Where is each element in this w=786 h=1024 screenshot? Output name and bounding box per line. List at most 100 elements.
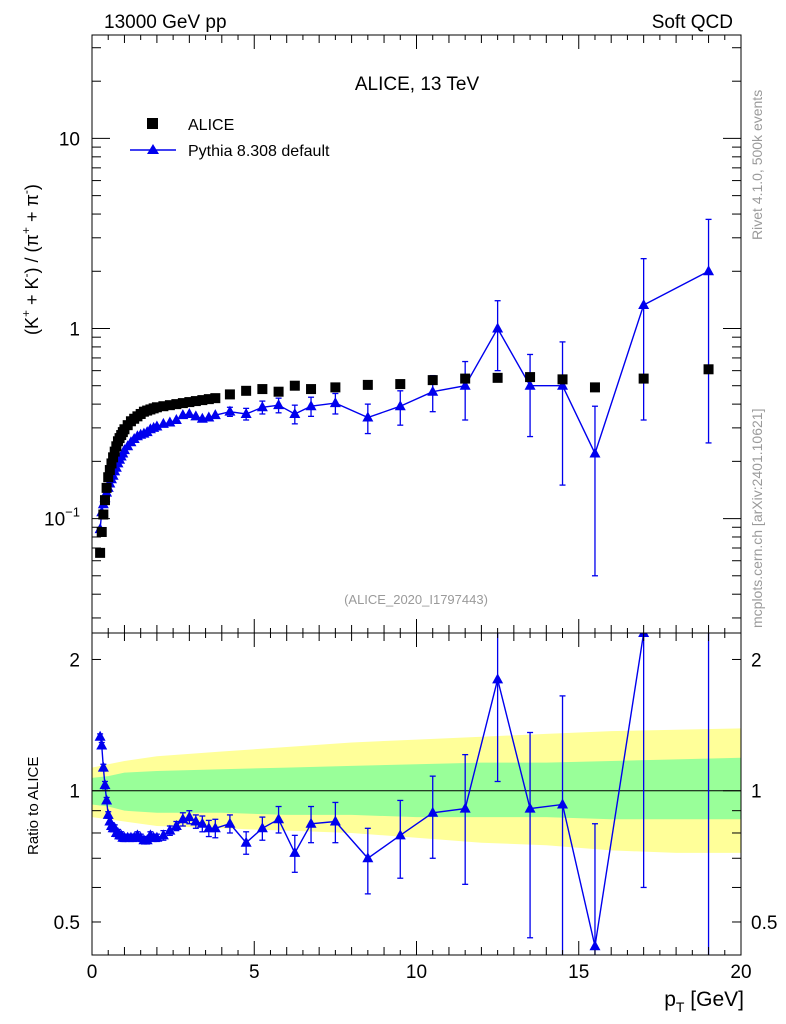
alice-point <box>492 372 503 383</box>
legend-pythia-label: Pythia 8.308 default <box>188 143 330 160</box>
ratio-point <box>99 779 111 790</box>
pythia-point <box>394 400 406 411</box>
ratio-point <box>183 811 195 822</box>
ratio-y-tick-label-left: 1 <box>69 782 80 803</box>
main-y-tick-label: 1 <box>69 319 80 340</box>
ratio-point <box>703 559 714 569</box>
pythia-point <box>524 379 536 390</box>
mcplots-label: mcplots.cern.ch [arXiv:2401.10621] <box>749 409 765 628</box>
x-tick-label: 0 <box>87 962 98 983</box>
ratio-panel-data <box>94 559 714 955</box>
alice-point <box>289 380 300 391</box>
alice-point <box>557 374 568 385</box>
main-y-tick-label: 10 <box>59 129 80 150</box>
alice-point <box>362 379 373 390</box>
pythia-point <box>224 405 236 416</box>
pythia-point <box>638 298 650 309</box>
alice-point <box>171 399 182 410</box>
main-y-tick-exponent: −1 <box>65 505 80 520</box>
ratio-point <box>362 852 374 863</box>
ratio-point <box>492 673 504 684</box>
alice-point <box>241 385 252 396</box>
alice-point <box>95 547 106 558</box>
alice-point <box>101 482 112 493</box>
pythia-point <box>170 414 182 425</box>
ratio-point <box>224 817 236 828</box>
ratio-y-tick-label-right: 2 <box>751 650 762 671</box>
alice-point <box>103 472 114 483</box>
ratio-point <box>289 846 301 857</box>
ratio-y-axis-label: Ratio to ALICE <box>25 757 42 855</box>
pythia-point <box>329 397 341 408</box>
pythia-point <box>151 420 163 431</box>
legend-alice-marker <box>147 118 158 129</box>
plot-title: ALICE, 13 TeV <box>355 74 480 95</box>
legend-pythia-marker <box>147 144 159 154</box>
energy-label: 13000 GeV pp <box>104 12 227 33</box>
ratio-point <box>524 802 536 813</box>
main-y-axis-label: (K+ + K-) / (π+ + π-) <box>19 184 42 335</box>
pythia-point <box>209 409 221 420</box>
alice-point <box>330 382 341 393</box>
pythia-point <box>703 265 715 276</box>
pythia-point <box>305 400 317 411</box>
alice-point <box>108 452 119 463</box>
ratio-point <box>190 815 202 826</box>
alice-point <box>106 458 117 469</box>
analysis-id: (ALICE_2020_I1797443) <box>344 592 488 607</box>
pythia-point <box>459 379 471 390</box>
pythia-point <box>240 407 252 418</box>
ratio-point <box>240 836 252 847</box>
alice-point <box>96 526 107 537</box>
ratio-point <box>97 761 109 772</box>
pythia-point <box>183 407 195 418</box>
pythia-point <box>190 410 202 421</box>
ratio-point <box>256 822 268 833</box>
pythia-point <box>362 411 374 422</box>
ratio-point <box>459 802 471 813</box>
alice-point <box>158 401 169 412</box>
alice-point <box>98 509 109 520</box>
ratio-point <box>305 817 317 828</box>
alice-point <box>525 372 536 383</box>
main-panel-data <box>94 218 715 577</box>
pythia-point <box>289 407 301 418</box>
alice-point <box>177 398 188 409</box>
pythia-point <box>589 447 601 458</box>
ratio-point <box>427 806 439 817</box>
alice-point <box>104 465 115 476</box>
alice-point <box>210 393 221 404</box>
alice-point <box>99 495 110 506</box>
alice-point <box>395 379 406 390</box>
x-axis-label: pT [GeV] <box>664 988 744 1015</box>
x-tick-label: 5 <box>249 962 260 983</box>
ratio-point <box>394 829 406 840</box>
pythia-point <box>492 322 504 333</box>
legend-alice-label: ALICE <box>188 117 234 134</box>
ratio-point <box>273 813 285 824</box>
ratio-point <box>164 824 176 835</box>
alice-point <box>224 389 235 400</box>
pythia-point <box>427 385 439 396</box>
ratio-point <box>101 794 113 805</box>
ratio-point <box>102 808 114 819</box>
ratio-y-tick-label-right: 1 <box>751 782 762 803</box>
alice-point <box>184 397 195 408</box>
ratio-point <box>94 730 106 741</box>
alice-point <box>273 386 284 397</box>
main-y-tick-label: 10−1 <box>44 505 80 531</box>
alice-point <box>190 396 201 407</box>
ratio-point <box>196 817 208 828</box>
x-tick-label: 10 <box>406 962 427 983</box>
alice-point <box>197 395 208 406</box>
ratio-point <box>170 820 182 831</box>
ratio-y-tick-label-right: 0.5 <box>751 913 777 934</box>
ratio-band-inner <box>92 757 741 820</box>
alice-point <box>164 400 175 411</box>
ratio-point <box>329 815 341 826</box>
pythia-point <box>256 401 268 412</box>
alice-point <box>427 375 438 386</box>
alice-point <box>703 364 714 375</box>
alice-point <box>111 441 122 452</box>
